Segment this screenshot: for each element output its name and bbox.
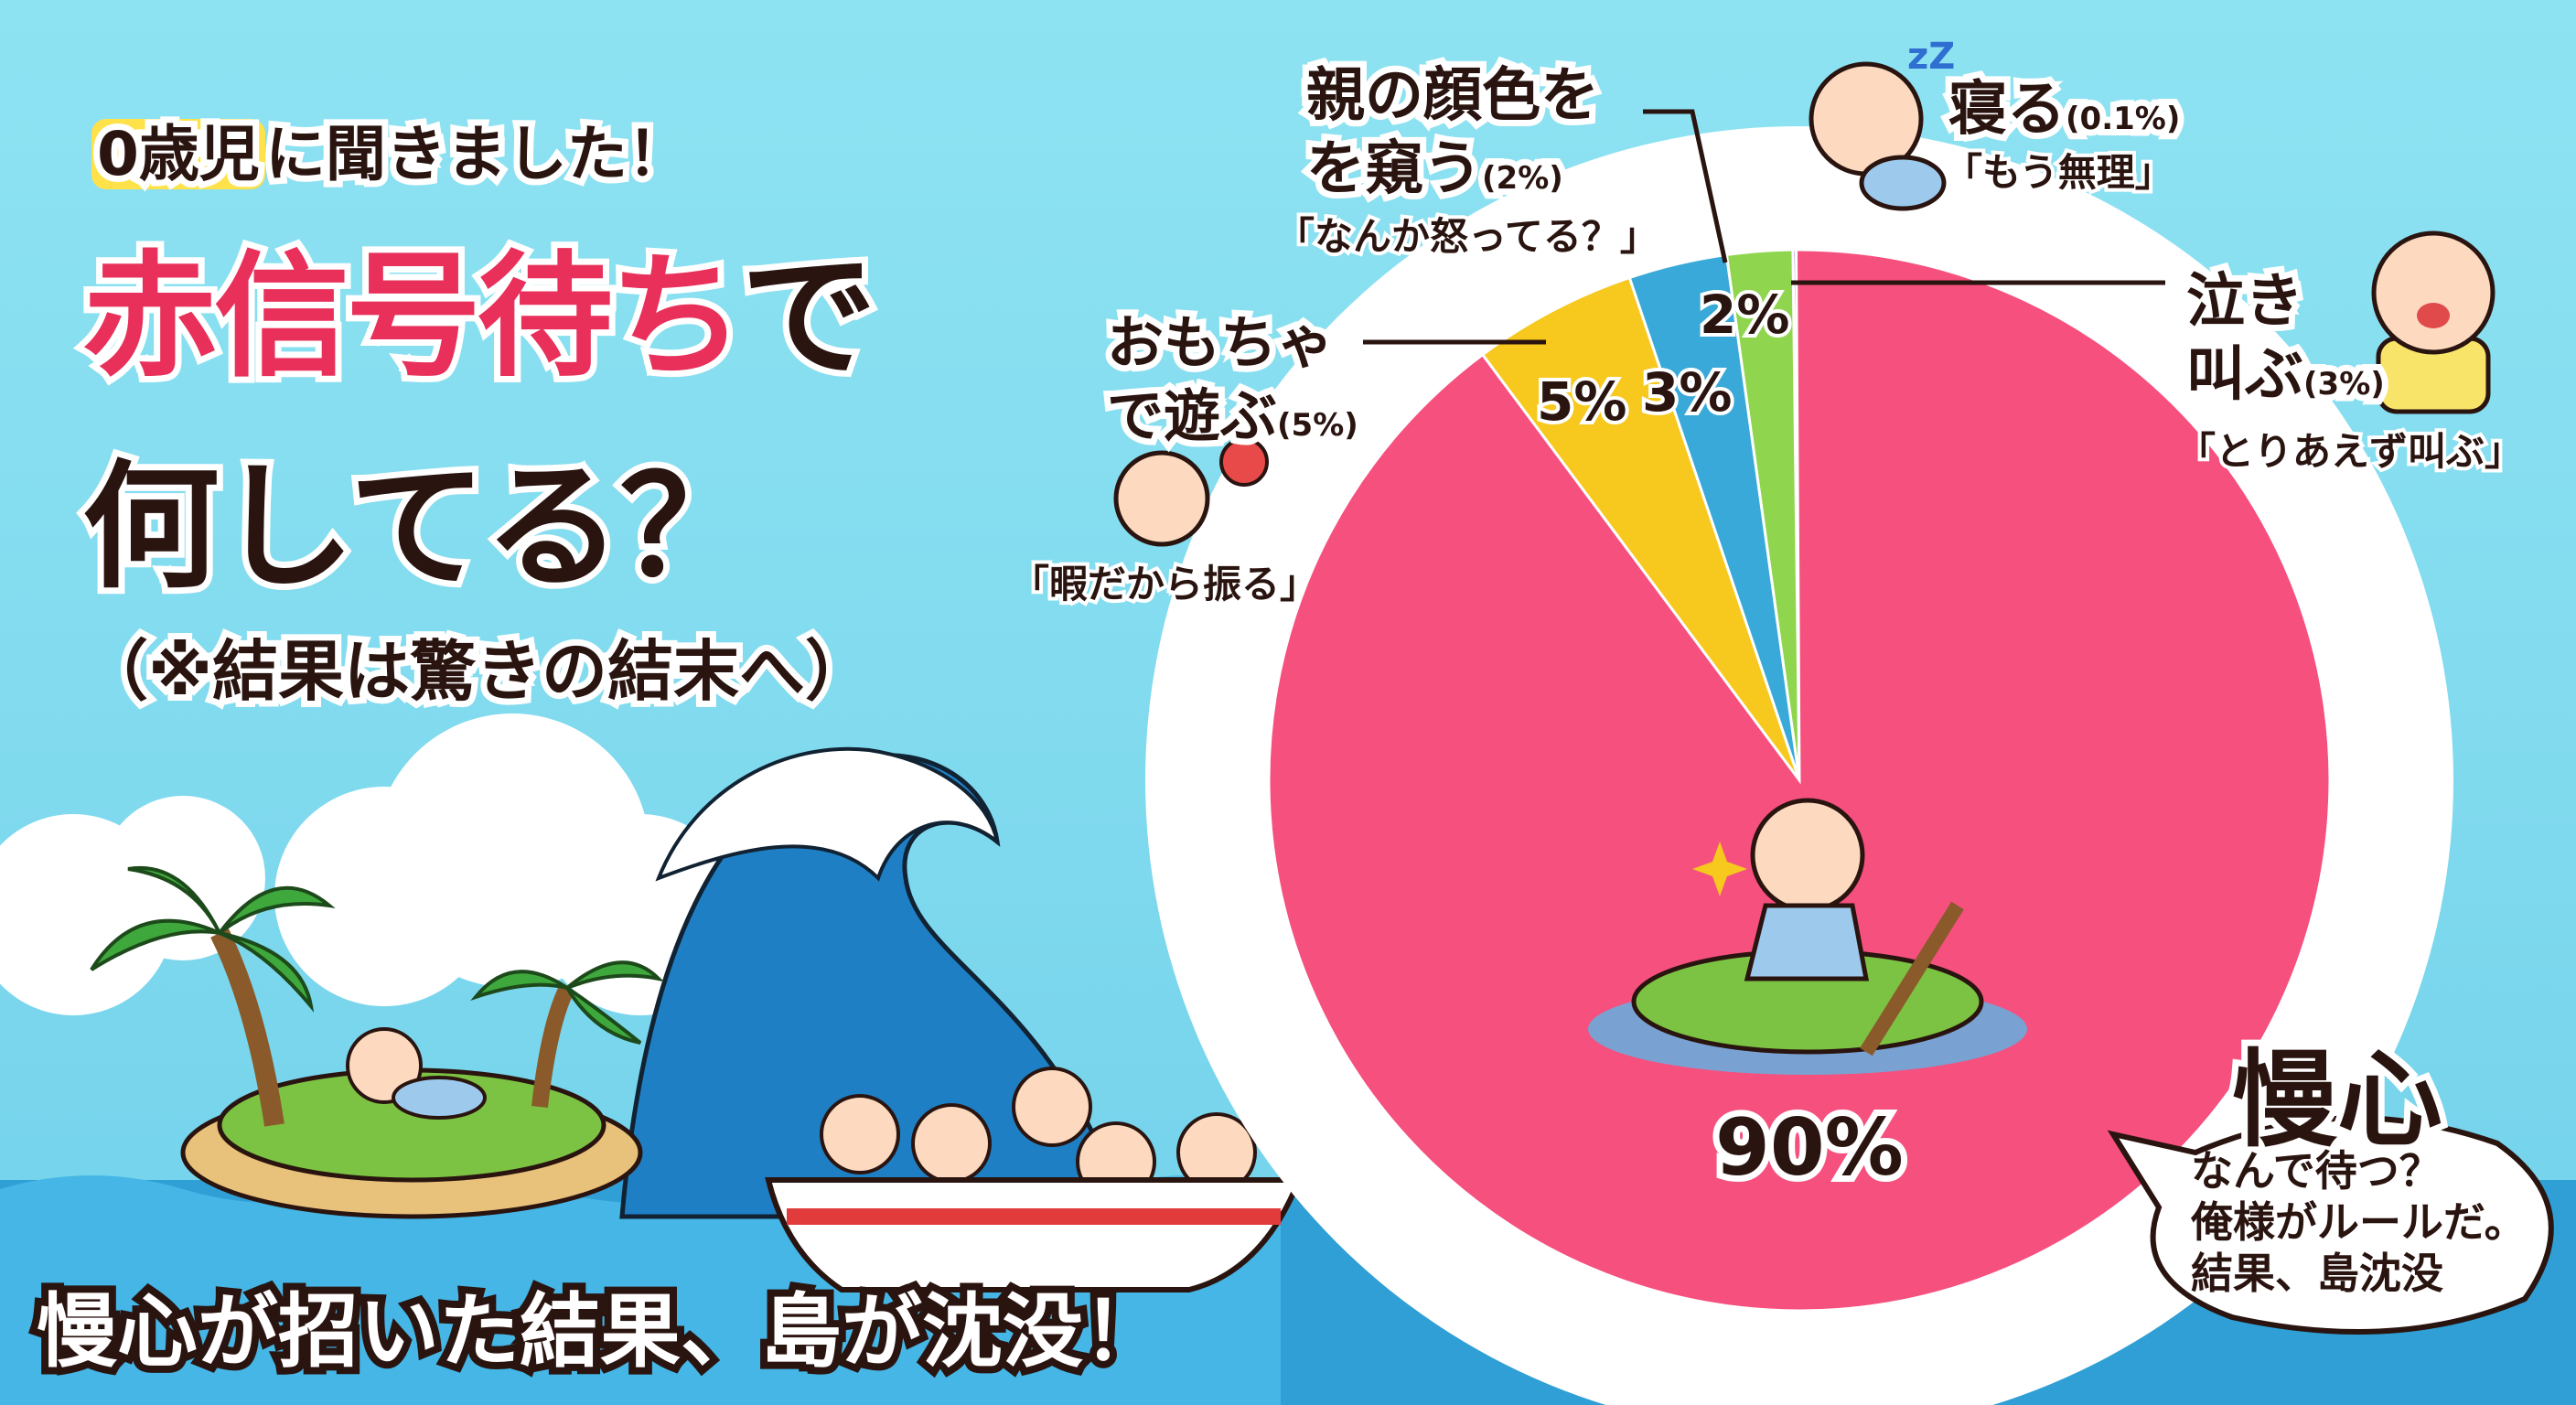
bubble-title: 慢心 [2226, 1033, 2449, 1168]
bubble-line: 結果、島沈没 [2191, 1249, 2443, 1298]
title-red-text: 赤信号待ち [76, 231, 751, 402]
title-highlight: 0歳児 [91, 113, 266, 196]
label-sleep-line1: 寝る [1942, 70, 2072, 150]
pie-slice-90 [1267, 248, 2332, 1313]
label-toy-line2: で遊ぶ [1100, 376, 1283, 456]
data-label-arrogance: 90% [1709, 1096, 1910, 1200]
data-label-peek: 2% [1696, 280, 1794, 349]
sparkle-icon [1692, 842, 1747, 896]
data-label-cry: 3% [1638, 358, 1736, 427]
label-peek-line1: 親の顔色を [1300, 56, 1605, 136]
title-line-1-text: に聞きました！ [259, 113, 694, 196]
leader-lines [1363, 109, 2165, 345]
rattle-icon [1219, 437, 1269, 487]
title-line-3: 何してる？ [76, 442, 764, 614]
data-label-toy: 5% [1533, 367, 1631, 436]
title-line-2-rest: で [735, 231, 883, 402]
baby-with-rattle [1113, 437, 1269, 547]
label-sleep-quote: 「もう無理」 [1940, 146, 2177, 198]
label-cry-quote: 「とりあえず叫ぶ」 [2174, 425, 2527, 477]
label-toy-line1: おもちゃ [1100, 303, 1340, 382]
boat-with-babies [765, 1067, 1304, 1292]
title-line-2: 赤信号待ちで [76, 206, 883, 402]
baby-on-island [1588, 798, 2027, 1075]
sleeping-baby: zZ [1809, 36, 1955, 211]
title-note: （※結果は驚きの結末へ） [76, 627, 877, 716]
label-peek: 親の顔色を を窺う(2%) [1300, 56, 1605, 215]
label-sleep-pct: (0.1%) [2059, 94, 2186, 144]
bubble-line: 俺様がルールだ。 [2191, 1197, 2527, 1247]
pie-slice-5 [1480, 275, 1801, 781]
bubble-line: なんで待つ？ [2191, 1146, 2442, 1196]
speech-bubble [2107, 1115, 2554, 1335]
crying-baby [2371, 231, 2496, 414]
title-line-1: 0歳児に聞きました！ [91, 105, 694, 196]
bottom-caption: 慢心が招いた結果、島が沈没！ [29, 1277, 1171, 1386]
label-sleep: 寝る(0.1%) [1942, 62, 2186, 150]
label-cry-line1: 泣き [2180, 262, 2310, 342]
label-toy: おもちゃ で遊ぶ(5%) [1100, 303, 1365, 462]
leader-line-peek [1643, 109, 1728, 263]
label-toy-quote: 「暇だから振る」 [1007, 558, 1322, 610]
label-cry: 泣き 叫ぶ(3%) [2180, 262, 2391, 421]
label-cry-line2: 叫ぶ [2180, 335, 2310, 415]
label-peek-quote: 「なんか怒ってる？」 [1272, 210, 1662, 263]
island-left [90, 865, 665, 1219]
label-peek-line2: を窺う [1300, 129, 1488, 209]
zzz-icon: zZ [1907, 36, 1955, 78]
label-cry-pct: (3%) [2297, 359, 2391, 409]
label-peek-pct: (2%) [1476, 154, 1570, 203]
bubble-text: なんで待つ？ 俺様がルールだ。 結果、島沈没 [2191, 1145, 2527, 1299]
label-toy-pct: (5%) [1271, 401, 1365, 450]
